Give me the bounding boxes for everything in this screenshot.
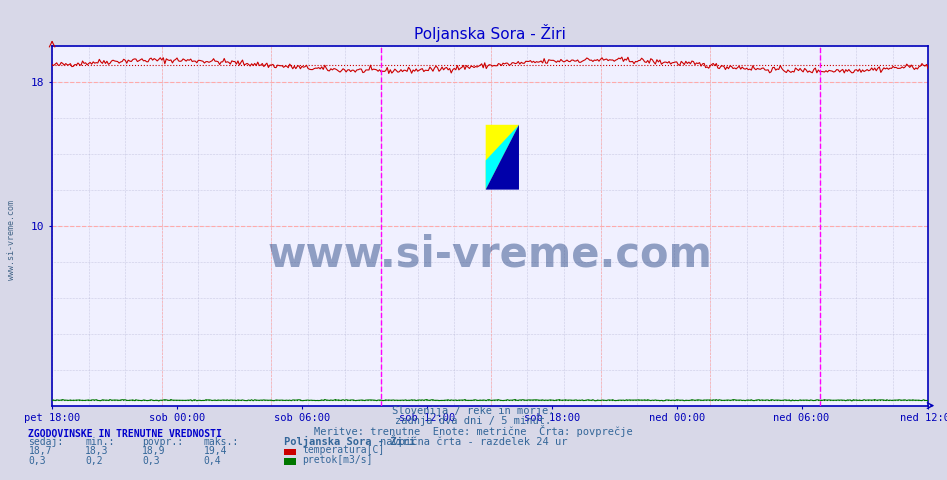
Text: zadnja dva dni / 5 minut.: zadnja dva dni / 5 minut. [396,416,551,426]
Text: 0,2: 0,2 [85,456,103,466]
Text: 0,4: 0,4 [204,456,222,466]
Polygon shape [486,125,519,190]
Text: Slovenija / reke in morje.: Slovenija / reke in morje. [392,406,555,416]
Text: 0,3: 0,3 [28,456,46,466]
Text: navpična črta - razdelek 24 ur: navpična črta - razdelek 24 ur [380,437,567,447]
Text: pretok[m3/s]: pretok[m3/s] [302,455,372,465]
Text: sedaj:: sedaj: [28,437,63,447]
Text: 18,9: 18,9 [142,446,166,456]
Text: Poljanska Sora - Žiri: Poljanska Sora - Žiri [284,435,416,447]
Text: 18,3: 18,3 [85,446,109,456]
Text: 19,4: 19,4 [204,446,227,456]
Text: maks.:: maks.: [204,437,239,447]
Text: 0,3: 0,3 [142,456,160,466]
Text: Meritve: trenutne  Enote: metrične  Črta: povprečje: Meritve: trenutne Enote: metrične Črta: … [314,425,633,437]
Text: povpr.:: povpr.: [142,437,183,447]
Text: ZGODOVINSKE IN TRENUTNE VREDNOSTI: ZGODOVINSKE IN TRENUTNE VREDNOSTI [28,429,223,439]
Text: min.:: min.: [85,437,115,447]
Polygon shape [486,125,519,190]
Polygon shape [486,125,519,190]
Text: 18,7: 18,7 [28,446,52,456]
Title: Poljanska Sora - Žiri: Poljanska Sora - Žiri [414,24,566,42]
Text: temperatura[C]: temperatura[C] [302,445,384,455]
Text: www.si-vreme.com: www.si-vreme.com [7,200,16,280]
Text: www.si-vreme.com: www.si-vreme.com [268,233,712,276]
